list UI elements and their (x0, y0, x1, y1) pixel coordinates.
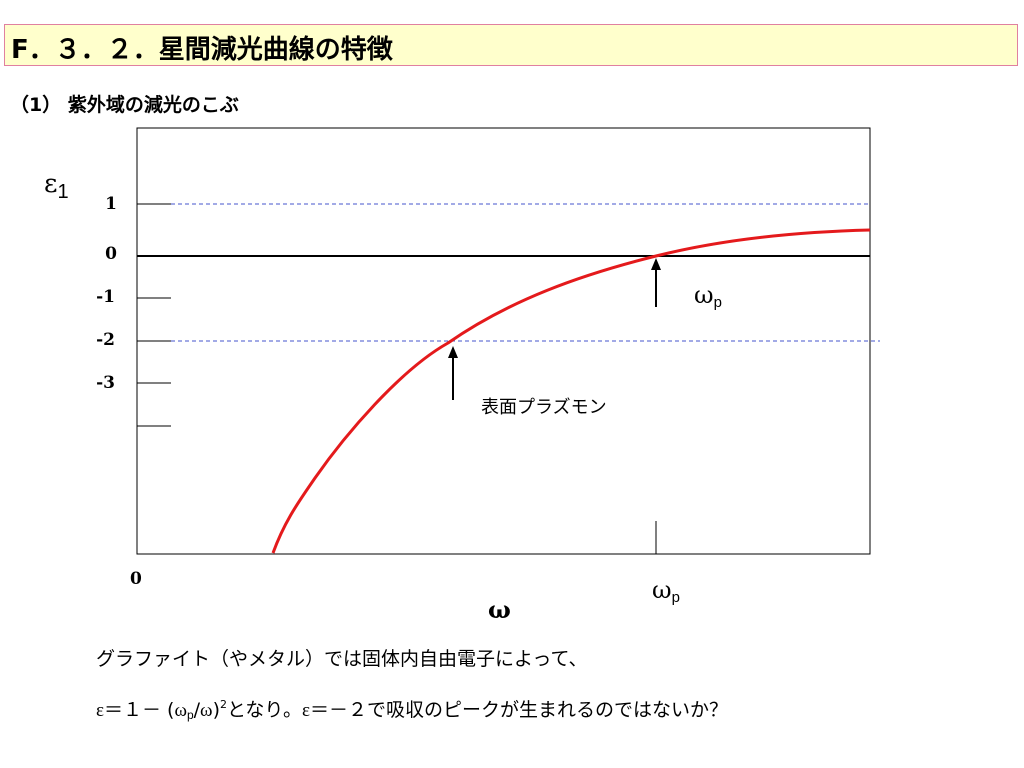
y-tick-marks (137, 203, 171, 427)
page-title: F．３．２．星間減光曲線の特徴 (11, 35, 393, 65)
y-tick-label: -3 (96, 373, 115, 393)
y-tick-label: 1 (105, 194, 117, 214)
y-tick-label: -2 (96, 330, 115, 350)
equation-rest: ＝－２で吸収のピークが生まれるのではないか？ (310, 699, 729, 721)
note-line-2: ε＝１－ (ωp/ω)2となり。ε＝－２で吸収のピークが生まれるのではないか？ (96, 695, 728, 722)
dielectric-function-chart: ε1 1 0 -1 -2 -3 0 ωp ω ωp 表面プラズモン (44, 127, 880, 624)
surface-plasmon-annotation: 表面プラズモン (481, 397, 607, 418)
epsilon-symbol: ε (96, 700, 104, 721)
title-bar: F．３．２．星間減光曲線の特徴 (4, 24, 1018, 66)
omega-p-arrow (651, 258, 661, 307)
epsilon-symbol: ε (302, 700, 311, 721)
epsilon-curve (271, 228, 871, 554)
omega-symbol: ω (174, 700, 187, 721)
surface-plasmon-arrow (448, 346, 458, 400)
equation-close: ) (212, 699, 220, 721)
x-axis-label: ω (488, 595, 511, 624)
x-marker-label: ωp (652, 576, 680, 606)
y-tick-label: 0 (105, 244, 117, 264)
omega-symbol: ω (200, 700, 213, 721)
note-line-1: グラファイト（やメタル）では固体内自由電子によって、 (96, 648, 588, 670)
y-tick-label: -1 (96, 287, 115, 307)
omega-p-annotation: ωp (694, 281, 722, 311)
subscript-p: p (186, 708, 194, 722)
y-axis-label: ε1 (44, 169, 69, 203)
equation-part: ＝１－ ( (103, 699, 175, 721)
x-tick-label: 0 (130, 569, 142, 589)
equation-slash: / (193, 699, 201, 721)
section-heading: （1） 紫外域の減光のこぶ (10, 94, 239, 116)
superscript-2: 2 (219, 698, 227, 711)
equation-mid: となり。 (226, 699, 303, 721)
